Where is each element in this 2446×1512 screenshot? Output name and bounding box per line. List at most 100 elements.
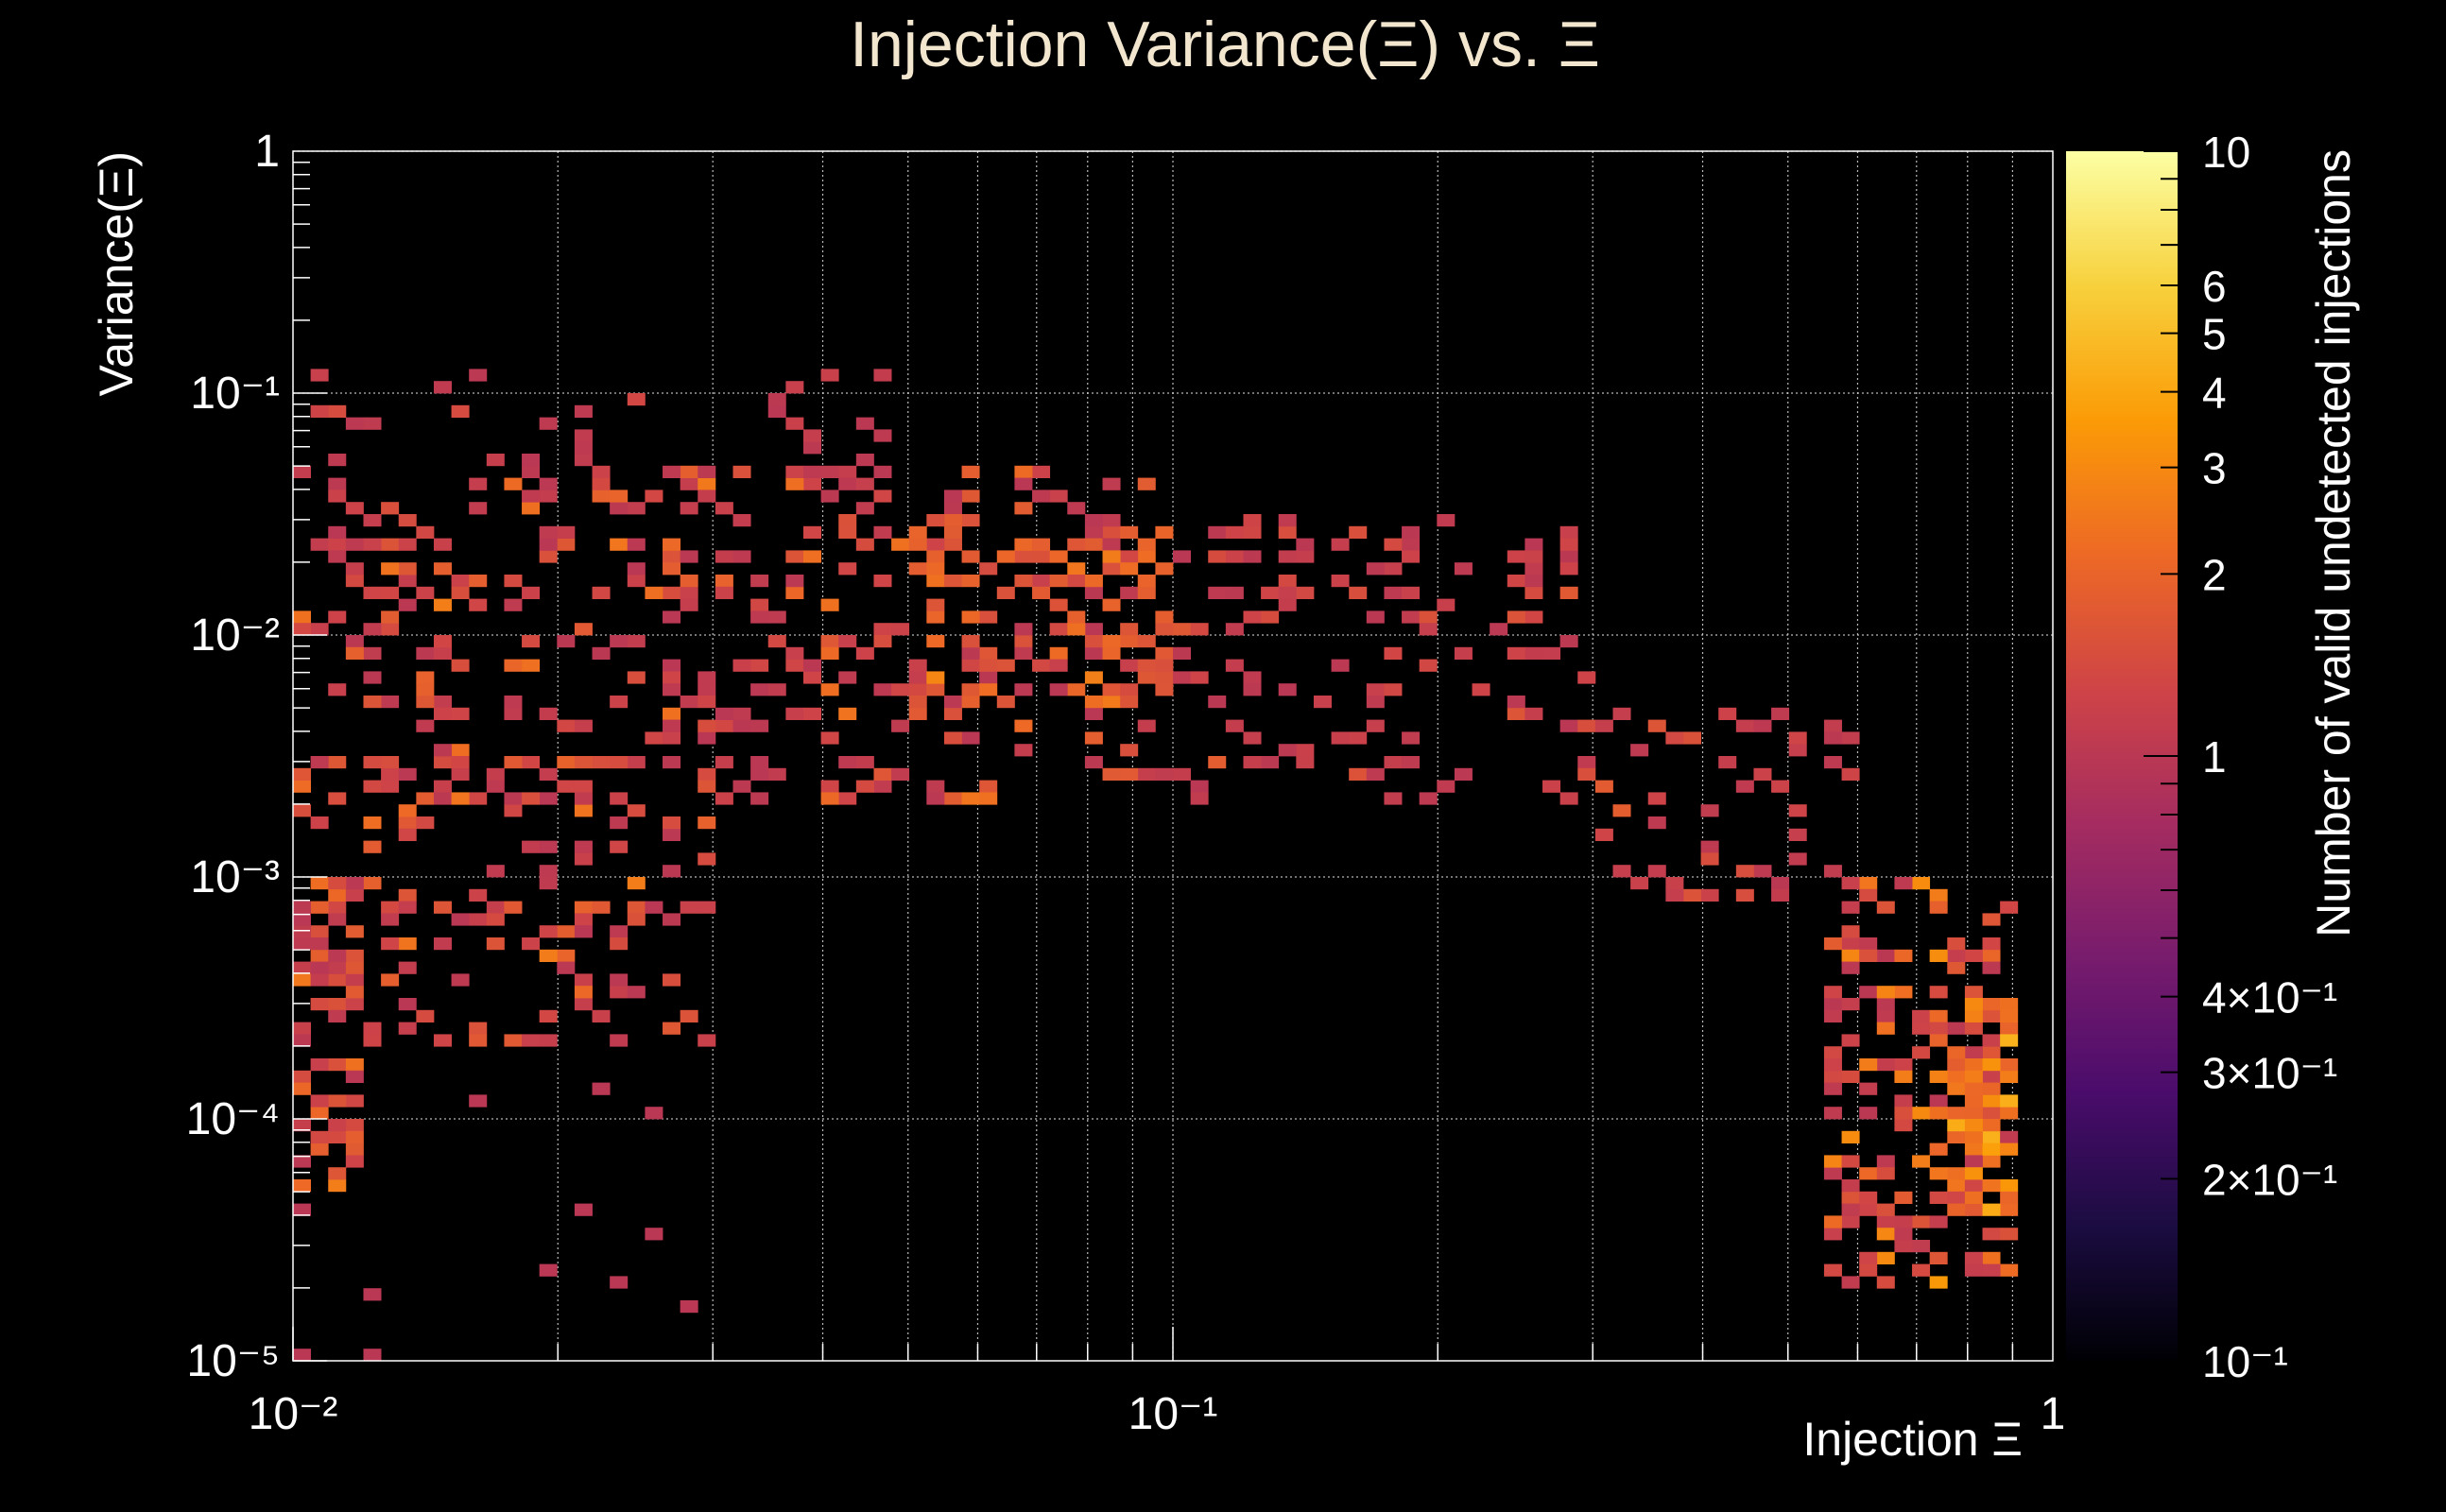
heatmap-cell bbox=[433, 707, 452, 720]
heatmap-cell bbox=[802, 429, 821, 442]
heatmap-cell bbox=[838, 465, 857, 478]
heatmap-cell bbox=[1261, 586, 1280, 599]
heatmap-cell bbox=[663, 550, 681, 563]
heatmap-cell bbox=[1964, 1155, 1983, 1168]
heatmap-cell bbox=[785, 575, 804, 588]
heatmap-cell bbox=[574, 913, 593, 926]
heatmap-cell bbox=[750, 659, 769, 672]
heatmap-cell bbox=[1964, 1046, 1983, 1059]
heatmap-cell bbox=[522, 490, 541, 503]
colorbar-tick-label: 3×10⁻¹ bbox=[2202, 1049, 2337, 1098]
heatmap-cell bbox=[1947, 961, 1966, 974]
heatmap-cell bbox=[539, 949, 558, 962]
heatmap-cell bbox=[1402, 731, 1421, 745]
heatmap-cell bbox=[574, 441, 593, 455]
heatmap-cell bbox=[1876, 1167, 1895, 1180]
heatmap-cell bbox=[820, 598, 839, 611]
heatmap-cell bbox=[1700, 888, 1719, 902]
heatmap-cell bbox=[1665, 888, 1684, 902]
heatmap-cell bbox=[1084, 623, 1103, 636]
heatmap-cell bbox=[486, 913, 505, 926]
heatmap-cell bbox=[1137, 659, 1156, 672]
heatmap-cell bbox=[416, 1009, 435, 1022]
heatmap-cell bbox=[345, 1130, 364, 1143]
heatmap-cell bbox=[891, 683, 910, 696]
heatmap-cell bbox=[1682, 888, 1701, 902]
heatmap-cell bbox=[293, 1203, 312, 1216]
heatmap-cell bbox=[381, 756, 400, 769]
heatmap-cell bbox=[451, 973, 470, 987]
heatmap-cell bbox=[1155, 610, 1174, 624]
heatmap-cell bbox=[663, 683, 681, 696]
heatmap-cell bbox=[1964, 1022, 1983, 1035]
heatmap-cell bbox=[433, 562, 452, 576]
heatmap-cell bbox=[1859, 1167, 1878, 1180]
heatmap-cell bbox=[539, 538, 558, 551]
heatmap-cell bbox=[1243, 671, 1262, 684]
heatmap-cell bbox=[486, 901, 505, 914]
heatmap-cell bbox=[2000, 1263, 2019, 1277]
y-tick-label: 10⁻³ bbox=[190, 852, 280, 902]
heatmap-cell bbox=[1894, 877, 1913, 890]
heatmap-cell bbox=[1507, 707, 1525, 720]
heatmap-cell bbox=[1278, 683, 1297, 696]
heatmap-cell bbox=[1049, 623, 1068, 636]
heatmap-cell bbox=[345, 986, 364, 999]
heatmap-cell bbox=[663, 538, 681, 551]
heatmap-cell bbox=[1894, 986, 1913, 999]
heatmap-cell bbox=[1823, 1058, 1842, 1072]
heatmap-cell bbox=[627, 502, 646, 515]
heatmap-cell bbox=[1507, 696, 1525, 709]
heatmap-cell bbox=[1982, 1143, 2001, 1156]
heatmap-cell bbox=[979, 671, 998, 684]
heatmap-cell bbox=[1594, 719, 1613, 732]
heatmap-cell bbox=[1912, 1215, 1931, 1228]
heatmap-cell bbox=[1947, 1179, 1966, 1193]
heatmap-cell bbox=[363, 840, 382, 853]
heatmap-cell bbox=[1841, 1155, 1860, 1168]
heatmap-cell bbox=[1982, 1107, 2001, 1120]
heatmap-cell bbox=[1225, 586, 1244, 599]
heatmap-cell bbox=[1278, 744, 1297, 757]
heatmap-cell bbox=[698, 490, 716, 503]
heatmap-cell bbox=[1964, 1191, 1983, 1204]
heatmap-cell bbox=[1612, 865, 1631, 878]
heatmap-cell bbox=[1243, 610, 1262, 624]
heatmap-cell bbox=[345, 1070, 364, 1083]
heatmap-cell bbox=[1208, 586, 1227, 599]
heatmap-cell bbox=[680, 696, 698, 709]
heatmap-cell bbox=[732, 780, 751, 793]
heatmap-cell bbox=[873, 490, 892, 503]
heatmap-cell bbox=[398, 937, 417, 951]
heatmap-cell bbox=[1823, 1167, 1842, 1180]
heatmap-cell bbox=[293, 1034, 312, 1047]
y-axis-title: Variance(Ξ) bbox=[90, 151, 143, 396]
heatmap-cell bbox=[1718, 707, 1737, 720]
heatmap-cell bbox=[1137, 538, 1156, 551]
heatmap-cell bbox=[345, 562, 364, 576]
heatmap-cell bbox=[416, 816, 435, 830]
heatmap-cell bbox=[363, 417, 382, 430]
heatmap-cell bbox=[1049, 659, 1068, 672]
heatmap-cell bbox=[1349, 731, 1368, 745]
heatmap-cell bbox=[1929, 901, 1948, 914]
heatmap-cell bbox=[1559, 792, 1578, 805]
heatmap-cell bbox=[381, 562, 400, 576]
heatmap-cell bbox=[698, 731, 716, 745]
heatmap-cell bbox=[1665, 877, 1684, 890]
heatmap-cell bbox=[398, 575, 417, 588]
heatmap-cell bbox=[416, 683, 435, 696]
heatmap-cell bbox=[1084, 538, 1103, 551]
heatmap-cell bbox=[1542, 646, 1561, 660]
heatmap-cell bbox=[1823, 1046, 1842, 1059]
heatmap-cell bbox=[381, 610, 400, 624]
heatmap-cell bbox=[820, 465, 839, 478]
heatmap-cell bbox=[645, 731, 663, 745]
heatmap-cell bbox=[1014, 538, 1033, 551]
heatmap-cell bbox=[1700, 840, 1719, 853]
heatmap-cell bbox=[1665, 731, 1684, 745]
heatmap-cell bbox=[345, 1155, 364, 1168]
heatmap-cell bbox=[1296, 586, 1315, 599]
heatmap-cell bbox=[1841, 1070, 1860, 1083]
heatmap-cell bbox=[416, 696, 435, 709]
